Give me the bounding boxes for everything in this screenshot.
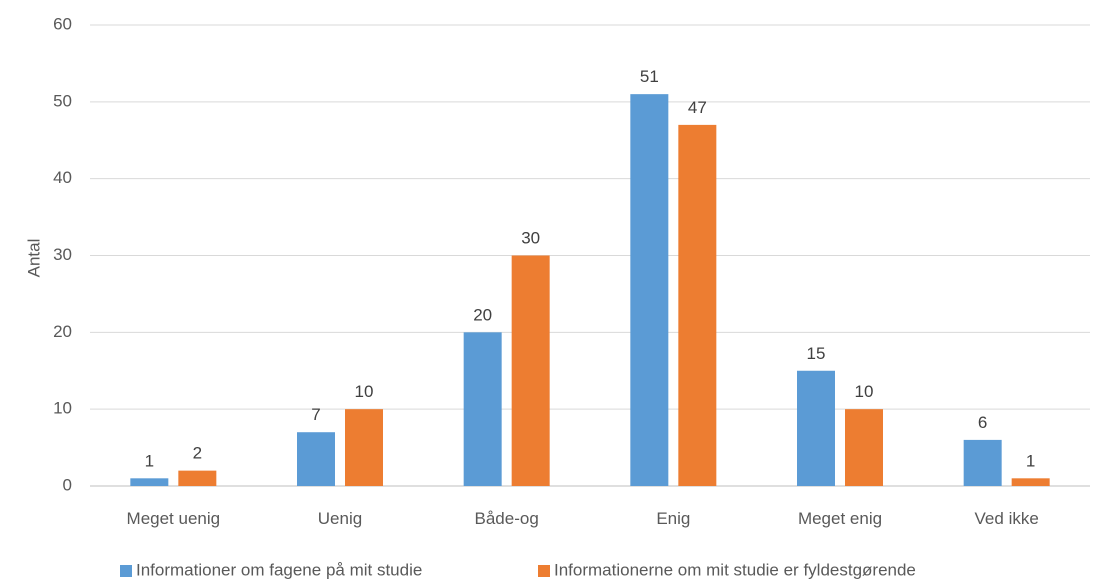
y-tick-label: 60 (53, 14, 72, 33)
bar-series2-2 (511, 255, 550, 486)
bar-series2-3 (678, 124, 717, 486)
data-label: 10 (355, 382, 374, 401)
legend-item-1: Informationer om fagene på mit studie (120, 560, 422, 579)
data-label: 1 (145, 451, 154, 470)
data-label: 15 (807, 344, 826, 363)
data-labels: 1 2 7 10 20 30 51 47 15 10 6 1 (145, 67, 1036, 470)
y-tick-label: 0 (63, 475, 72, 494)
data-label: 47 (688, 98, 707, 117)
data-label: 1 (1026, 451, 1035, 470)
data-label: 30 (521, 229, 540, 248)
bar-series2-0 (178, 470, 217, 486)
y-tick-label: 20 (53, 322, 72, 341)
data-label: 6 (978, 413, 987, 432)
bar-series1-1 (297, 432, 335, 486)
data-label: 10 (855, 382, 874, 401)
data-label: 2 (193, 444, 202, 463)
y-tick-label: 40 (53, 168, 72, 187)
data-label: 20 (473, 305, 492, 324)
y-tick-label: 10 (53, 399, 72, 418)
bars (130, 94, 1050, 487)
data-label: 7 (311, 405, 320, 424)
y-tick-label: 30 (53, 245, 72, 264)
bar-series1-4 (797, 370, 835, 486)
data-label: 51 (640, 67, 659, 86)
legend-item-2: Informationerne om mit studie er fyldest… (538, 560, 916, 579)
x-category-label: Meget enig (798, 509, 882, 528)
x-category-label: Meget uenig (127, 509, 221, 528)
bar-series1-0 (130, 478, 169, 486)
bar-series2-5 (1011, 478, 1050, 486)
legend-swatch (538, 565, 550, 577)
bar-series1-5 (963, 439, 1002, 486)
y-axis-title: Antal (24, 239, 43, 278)
legend-label: Informationerne om mit studie er fyldest… (554, 560, 916, 579)
bar-series1-2 (463, 332, 502, 486)
x-axis-categories: Meget uenig Uenig Både-og Enig Meget enig Ved… (127, 509, 1039, 528)
legend-label: Informationer om fagene på mit studie (136, 560, 422, 579)
bar-series1-3 (630, 94, 669, 487)
bar-series2-4 (845, 409, 883, 486)
bar-series2-1 (345, 409, 383, 486)
legend-swatch (120, 565, 132, 577)
y-axis-ticks: 0 10 20 30 40 50 60 (53, 14, 72, 494)
x-category-label: Uenig (318, 509, 362, 528)
x-category-label: Både-og (475, 509, 539, 528)
x-category-label: Ved ikke (975, 509, 1039, 528)
y-tick-label: 50 (53, 91, 72, 110)
gridlines (90, 24, 1090, 487)
legend: Informationer om fagene på mit studie Inf… (120, 560, 916, 579)
x-category-label: Enig (656, 509, 690, 528)
